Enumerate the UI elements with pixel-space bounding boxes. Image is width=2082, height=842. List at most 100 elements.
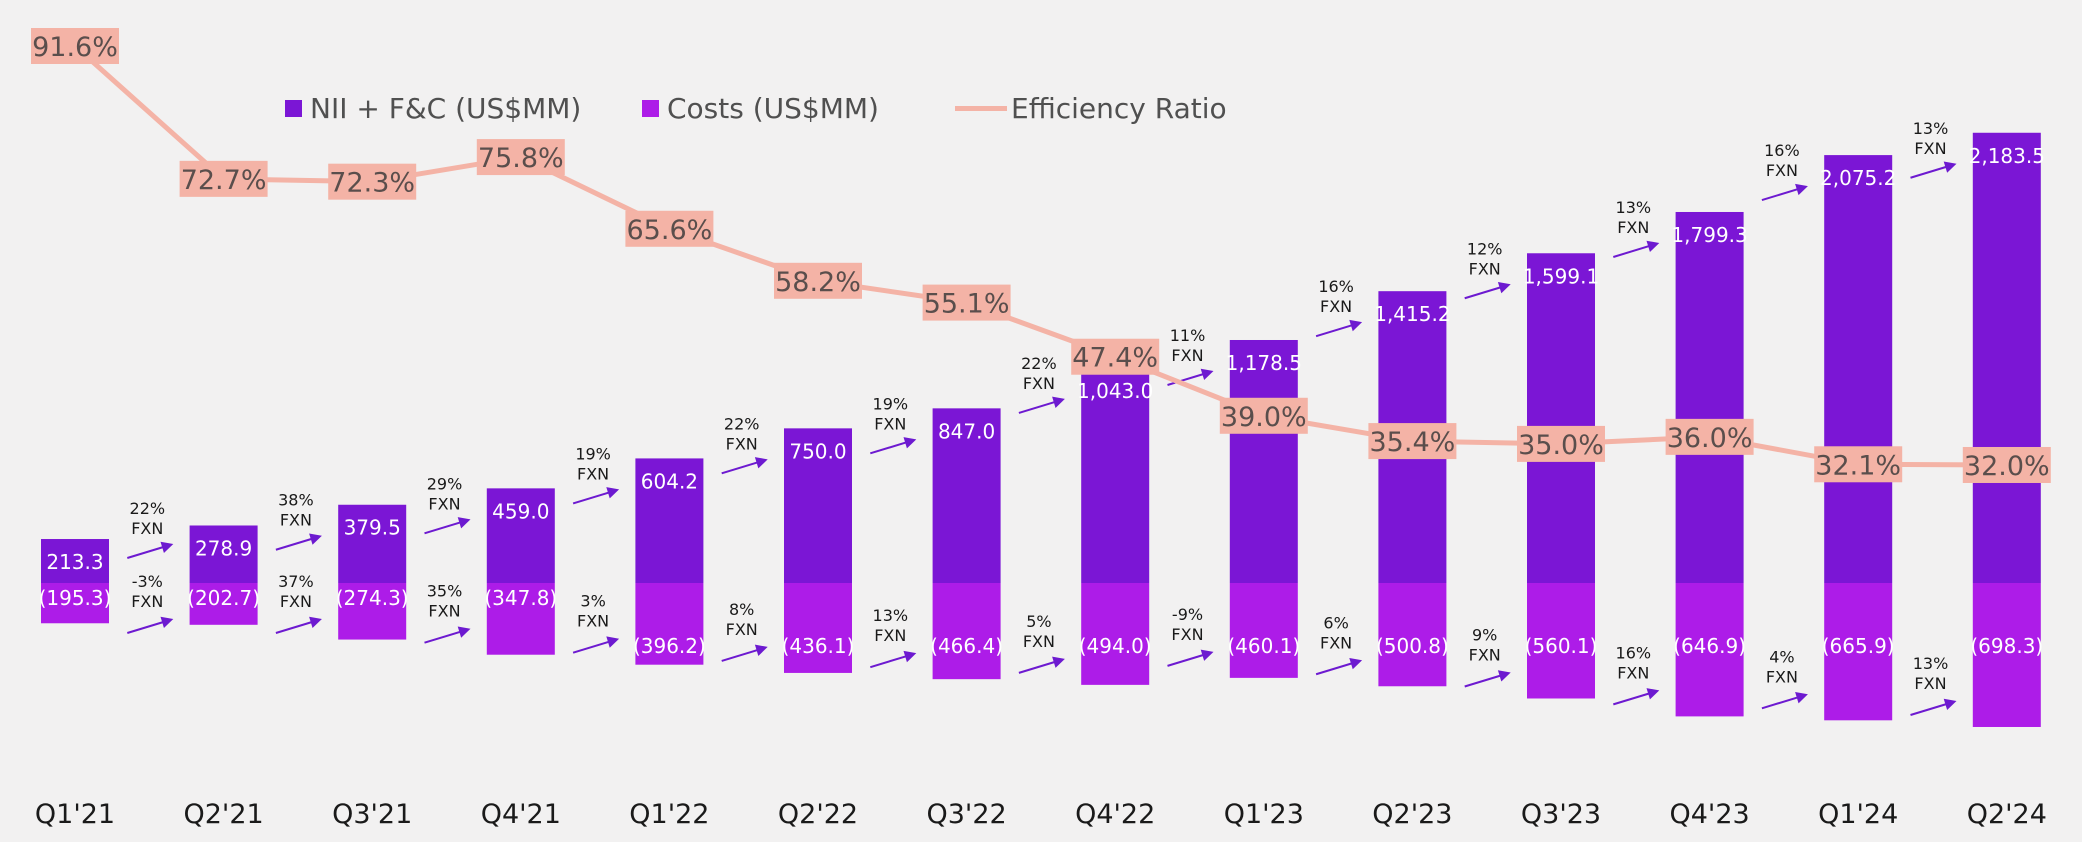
legend-line-ratio	[955, 105, 1007, 111]
nii-bar	[932, 408, 1001, 583]
nii-bar	[1675, 211, 1744, 583]
costs-bar	[1675, 583, 1744, 717]
nii-growth-suffix: FXN	[1617, 218, 1649, 237]
efficiency-ratio-label: 47.4%	[1072, 343, 1158, 374]
nii-bar	[1824, 155, 1893, 584]
nii-growth-suffix: FXN	[577, 464, 609, 483]
legend-label-nii: NII + F&C (US$MM)	[310, 91, 582, 125]
nii-growth-arrow	[1315, 319, 1363, 338]
efficiency-ratio-label: 35.4%	[1370, 427, 1456, 458]
costs-value-label: (347.8)	[484, 586, 557, 610]
nii-value-label: 1,043.0	[1077, 379, 1153, 403]
nii-growth-label: 11%	[1170, 326, 1206, 345]
legend-item-costs: Costs (US$MM)	[642, 88, 879, 128]
costs-growth-suffix: FXN	[874, 626, 906, 645]
nii-value-label: 1,599.1	[1523, 264, 1599, 288]
efficiency-ratio-marker	[1219, 397, 1308, 434]
x-tick-label: Q2'22	[778, 799, 858, 830]
nii-growth-arrow	[572, 487, 620, 505]
costs-bar	[189, 583, 258, 625]
nii-value-label: 1,178.5	[1226, 351, 1302, 375]
costs-growth-arrow	[870, 650, 917, 669]
costs-value-label: (436.1)	[782, 634, 855, 658]
nii-value-label: 278.9	[195, 536, 252, 560]
costs-growth-label: 16%	[1616, 643, 1652, 662]
costs-value-label: (500.8)	[1376, 634, 1449, 658]
nii-bar	[189, 525, 258, 583]
costs-growth-arrow	[1315, 657, 1363, 676]
legend-swatch-costs	[642, 99, 659, 117]
x-tick-label: Q3'22	[926, 799, 1006, 830]
costs-growth-label: -9%	[1172, 605, 1203, 624]
x-tick-label: Q2'23	[1372, 799, 1452, 830]
costs-bar	[1081, 583, 1150, 685]
costs-growth-suffix: FXN	[1914, 674, 1946, 693]
nii-growth-suffix: FXN	[1766, 161, 1798, 180]
efficiency-ratio-label: 36.0%	[1667, 423, 1753, 454]
costs-growth-arrow	[127, 616, 174, 634]
efficiency-ratio-marker	[179, 160, 268, 197]
nii-growth-arrow	[1613, 240, 1660, 258]
nii-growth-label: 16%	[1764, 141, 1800, 160]
costs-value-label: (646.9)	[1673, 634, 1746, 658]
legend-item-ratio: Efficiency Ratio	[955, 88, 1227, 128]
costs-bar	[784, 583, 852, 673]
efficiency-ratio-label: 35.0%	[1518, 430, 1604, 461]
costs-bar	[1972, 583, 2041, 727]
nii-value-label: 213.3	[46, 550, 103, 574]
nii-growth-suffix: FXN	[131, 519, 163, 538]
efficiency-ratio-label: 39.0%	[1221, 402, 1307, 433]
costs-value-label: (494.0)	[1079, 634, 1152, 658]
costs-growth-suffix: FXN	[1766, 667, 1798, 686]
costs-bar	[486, 583, 555, 655]
nii-value-label: 847.0	[938, 419, 995, 443]
x-tick-label: Q4'23	[1669, 799, 1749, 830]
efficiency-ratio-marker	[476, 139, 565, 176]
costs-value-label: (202.7)	[187, 586, 260, 610]
nii-growth-arrow	[1167, 368, 1214, 386]
nii-value-label: 1,415.2	[1374, 302, 1450, 326]
nii-growth-arrow	[127, 541, 174, 559]
nii-bar	[1527, 253, 1595, 584]
costs-growth-label: 8%	[729, 600, 754, 619]
costs-growth-arrow	[275, 616, 322, 634]
efficiency-ratio-label: 91.6%	[32, 32, 118, 63]
costs-bar	[338, 583, 407, 640]
efficiency-ratio-label: 65.6%	[627, 215, 713, 246]
nii-bar	[41, 539, 109, 583]
costs-growth-arrow	[1761, 692, 1808, 710]
x-tick-label: Q1'22	[629, 799, 709, 830]
costs-growth-suffix: FXN	[1320, 633, 1352, 652]
costs-value-label: (698.3)	[1970, 634, 2043, 658]
costs-growth-label: 4%	[1769, 647, 1794, 666]
efficiency-ratio-label: 72.3%	[329, 168, 415, 199]
nii-value-label: 379.5	[344, 516, 401, 540]
x-tick-label: Q4'21	[481, 799, 561, 830]
efficiency-ratio-marker	[625, 210, 714, 247]
efficiency-ratio-label: 55.1%	[924, 289, 1010, 320]
costs-growth-label: 5%	[1026, 612, 1051, 631]
costs-growth-arrow	[424, 626, 471, 644]
x-tick-label: Q3'23	[1521, 799, 1601, 830]
costs-growth-suffix: FXN	[577, 612, 609, 631]
nii-value-label: 750.0	[789, 439, 846, 463]
nii-bar	[1229, 339, 1298, 583]
nii-value-label: 2,183.5	[1969, 144, 2045, 168]
costs-growth-label: -3%	[132, 572, 163, 591]
nii-bar	[635, 458, 704, 583]
legend-label-ratio: Efficiency Ratio	[1011, 91, 1227, 125]
efficiency-ratio-marker	[1665, 418, 1754, 455]
costs-growth-arrow	[1464, 670, 1511, 688]
costs-growth-suffix: FXN	[1617, 663, 1649, 682]
costs-bar	[1824, 583, 1893, 721]
nii-growth-arrow	[275, 533, 322, 551]
costs-bar	[932, 583, 1001, 680]
nii-growth-label: 13%	[1913, 119, 1949, 138]
legend-item-nii: NII + F&C (US$MM)	[285, 88, 581, 128]
costs-growth-arrow	[1613, 688, 1660, 706]
costs-growth-label: 6%	[1323, 613, 1348, 632]
costs-growth-arrow	[721, 644, 768, 662]
efficiency-ratio-label: 75.8%	[478, 143, 564, 174]
nii-growth-suffix: FXN	[280, 511, 312, 530]
costs-growth-suffix: FXN	[1023, 632, 1055, 651]
